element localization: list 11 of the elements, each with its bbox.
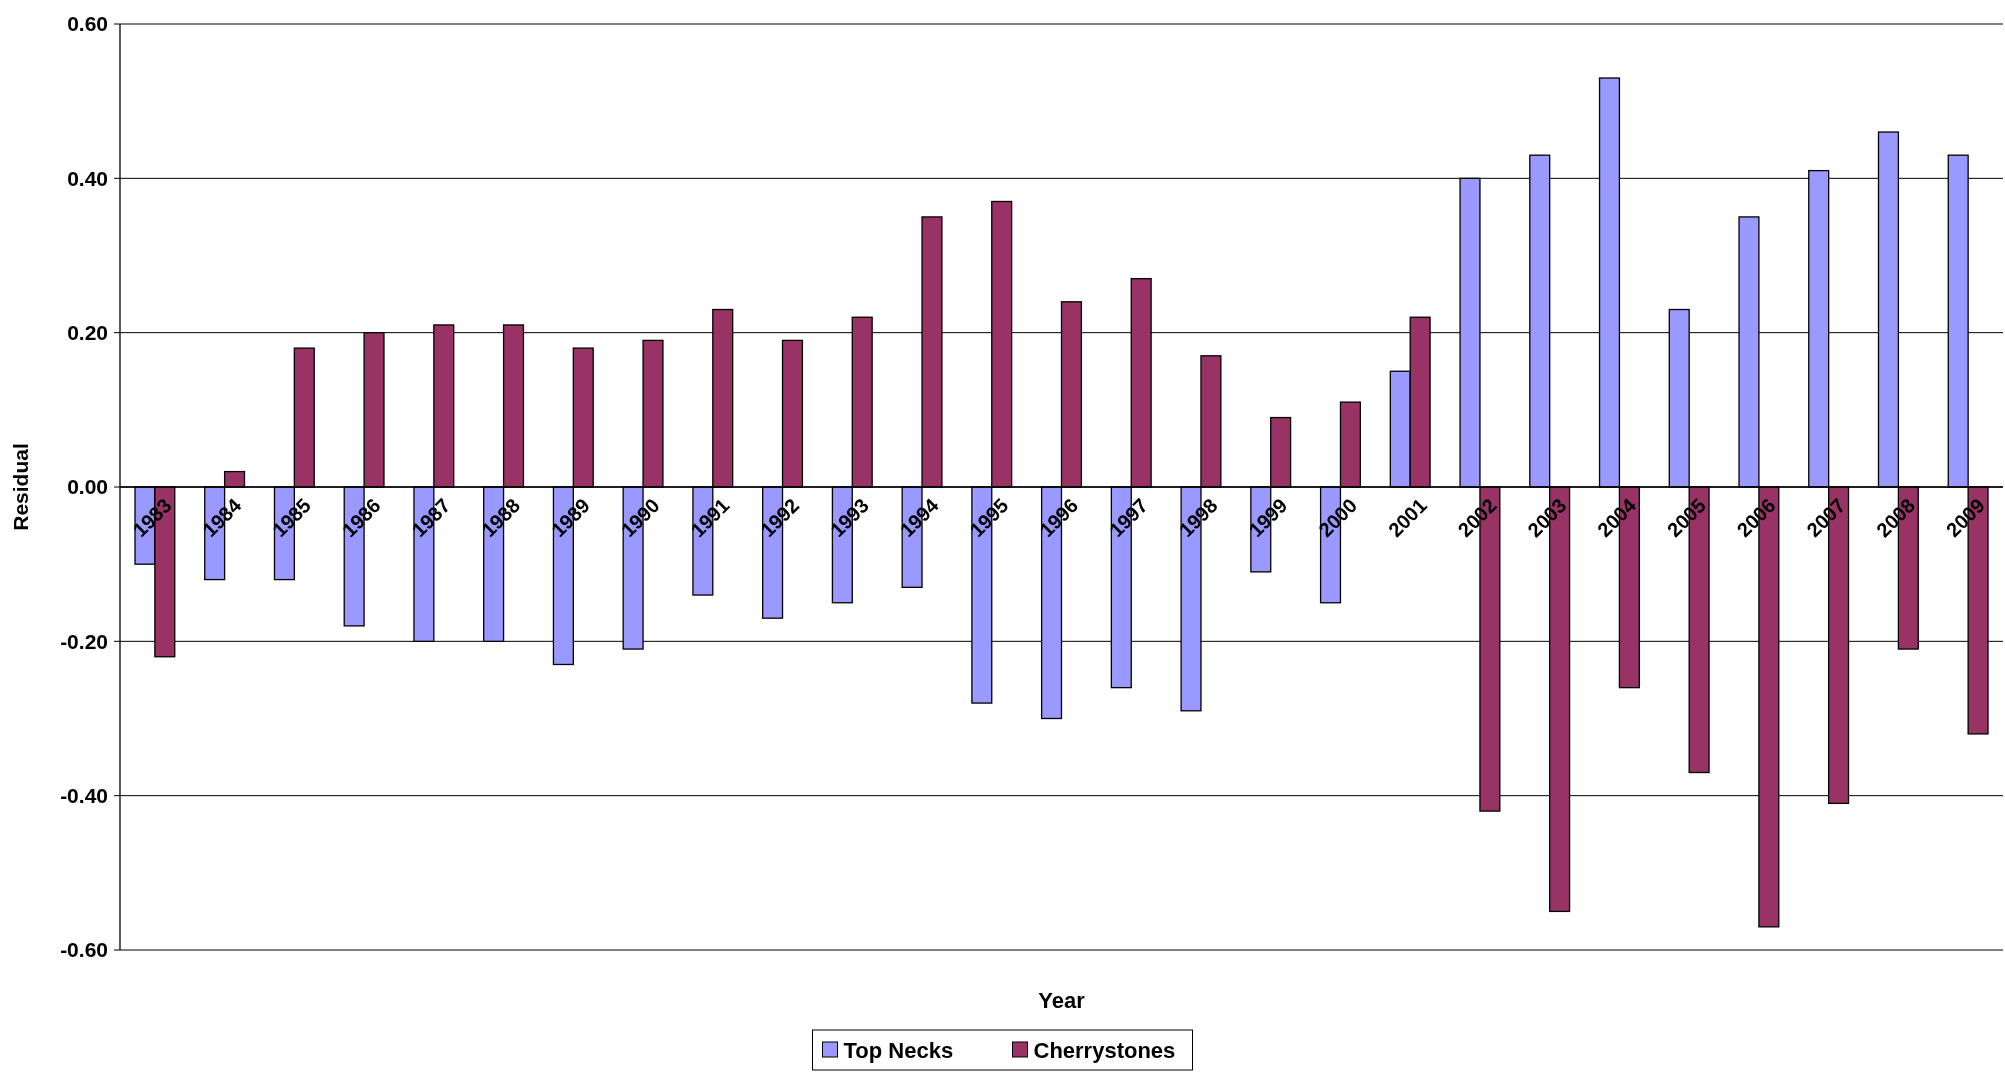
y-tick-label: -0.20 [60, 629, 108, 653]
legend-label: Top Necks [843, 1037, 954, 1063]
x-axis-title: Year [1038, 988, 1086, 1013]
y-axis-title: Residual [9, 443, 32, 531]
y-tick-label: 0.60 [67, 12, 108, 36]
y-tick-label: -0.40 [60, 784, 108, 808]
legend-label: Cherrystones [1033, 1037, 1176, 1063]
y-tick-label: 0.40 [67, 166, 108, 190]
y-tick-label: 0.00 [67, 475, 108, 499]
y-tick-label: 0.20 [67, 321, 108, 345]
y-tick-label: -0.60 [60, 938, 108, 962]
